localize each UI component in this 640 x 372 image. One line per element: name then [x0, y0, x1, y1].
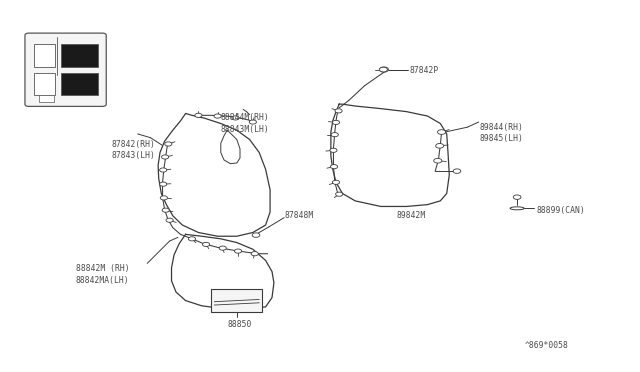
Circle shape [251, 251, 259, 256]
Text: 87842(RH)
87843(LH): 87842(RH) 87843(LH) [112, 140, 156, 160]
Bar [39, 95, 54, 102]
Circle shape [331, 132, 339, 137]
Text: 89844(RH)
89845(LH): 89844(RH) 89845(LH) [480, 123, 524, 143]
Bar [34, 44, 54, 67]
Text: 88850: 88850 [228, 320, 252, 329]
Circle shape [380, 67, 387, 72]
FancyBboxPatch shape [25, 33, 106, 106]
Text: 89842M: 89842M [397, 211, 426, 220]
Circle shape [332, 120, 340, 125]
Circle shape [249, 120, 257, 124]
Text: 88842M (RH)
88842MA(LH): 88842M (RH) 88842MA(LH) [76, 264, 129, 285]
Circle shape [159, 168, 167, 172]
Circle shape [234, 249, 242, 253]
Circle shape [195, 113, 202, 118]
Circle shape [159, 182, 167, 186]
Circle shape [330, 148, 337, 153]
Bar [61, 44, 98, 67]
Text: 88899(CAN): 88899(CAN) [536, 206, 585, 215]
Circle shape [332, 180, 340, 185]
Ellipse shape [510, 207, 524, 210]
Circle shape [252, 233, 260, 237]
Circle shape [438, 130, 445, 134]
Bar [211, 289, 262, 312]
Circle shape [164, 142, 172, 146]
Circle shape [214, 114, 221, 118]
Circle shape [335, 109, 342, 113]
Circle shape [188, 237, 196, 241]
Text: ^869*0058: ^869*0058 [525, 341, 569, 350]
Circle shape [162, 208, 170, 212]
Circle shape [202, 242, 210, 247]
Circle shape [513, 195, 521, 199]
Circle shape [453, 169, 461, 173]
Bar [34, 73, 54, 94]
Circle shape [380, 67, 388, 72]
Circle shape [161, 155, 169, 159]
Circle shape [160, 196, 168, 200]
Circle shape [335, 192, 343, 196]
Circle shape [436, 144, 444, 148]
Text: 87842P: 87842P [410, 66, 439, 75]
Bar [61, 73, 98, 94]
Circle shape [330, 164, 338, 169]
Circle shape [434, 158, 442, 163]
Circle shape [166, 218, 173, 222]
Circle shape [219, 246, 227, 250]
Text: 87848M: 87848M [285, 211, 314, 220]
Circle shape [232, 116, 239, 120]
Text: 88844M(RH)
88843M(LH): 88844M(RH) 88843M(LH) [221, 113, 269, 134]
